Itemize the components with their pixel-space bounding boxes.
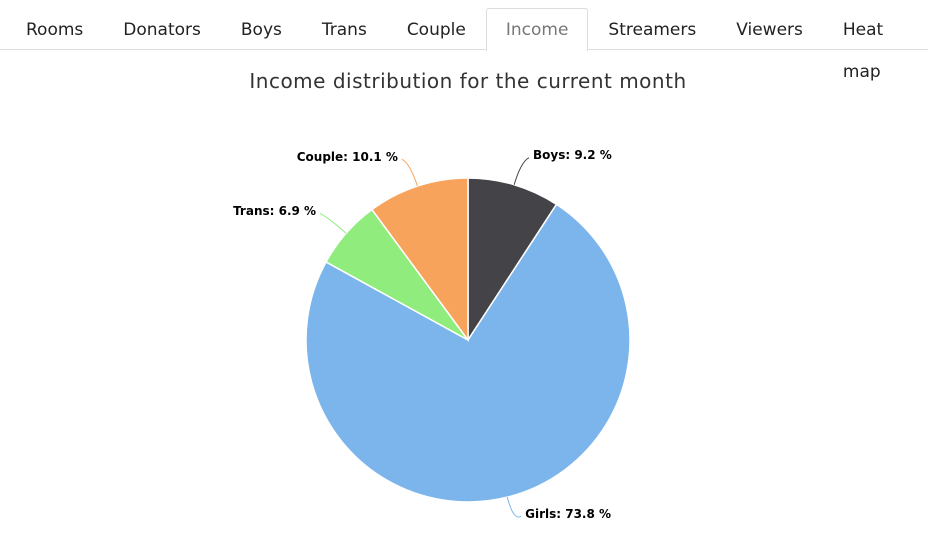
tab[interactable]: Viewers — [736, 20, 803, 40]
tab[interactable]: Donators — [123, 20, 201, 40]
tab[interactable]: Heat map — [842, 20, 884, 82]
tab[interactable]: Income — [485, 8, 589, 51]
tab-bar: Rooms Donators Boys Trans Couple Income Stream… — [0, 8, 928, 82]
pie-slice — [305, 203, 631, 503]
data-label: Boys: 9.2 % — [533, 148, 612, 162]
data-label: Trans: 6.9 % — [233, 204, 316, 218]
connector — [401, 158, 418, 187]
tab[interactable]: Rooms — [26, 20, 84, 40]
chart-title: Income distribution for the current mont… — [249, 69, 686, 93]
tab[interactable]: Streamers — [608, 20, 697, 40]
tab[interactable]: Boys — [240, 20, 282, 40]
tab[interactable]: Trans — [321, 20, 367, 40]
pie-slice — [467, 177, 558, 343]
data-label: Girls: 73.8 % — [525, 507, 611, 521]
connector — [319, 212, 347, 234]
connector — [506, 497, 522, 518]
tab[interactable]: Couple — [406, 20, 466, 40]
chart: Income distribution for the current mont… — [233, 69, 686, 521]
data-label: Couple: 10.1 % — [297, 150, 398, 164]
connector — [513, 157, 530, 185]
